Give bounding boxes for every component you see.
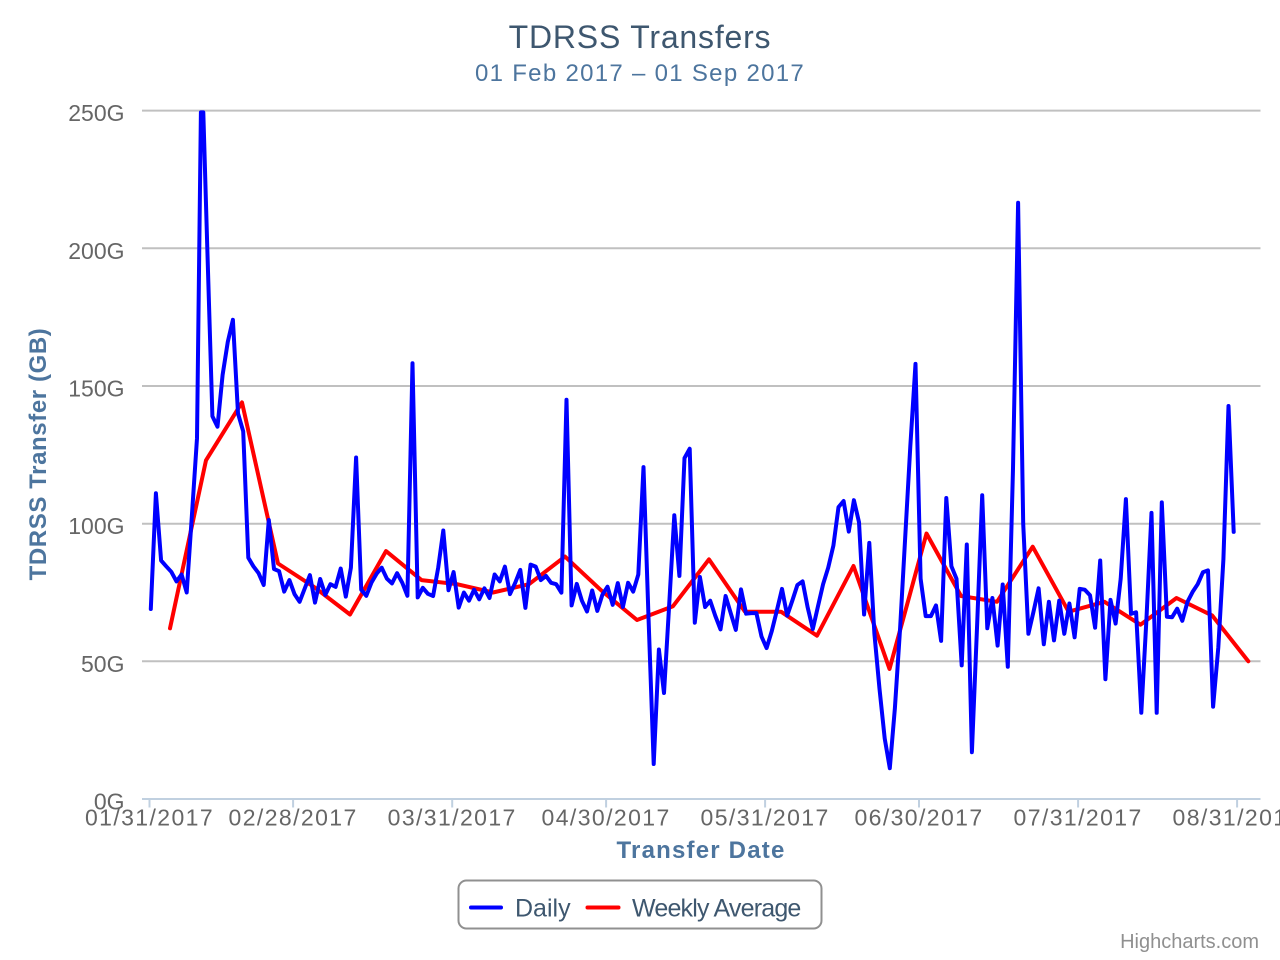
svg-text:06/30/2017: 06/30/2017 bbox=[854, 805, 983, 831]
svg-text:TDRSS Transfers: TDRSS Transfers bbox=[509, 19, 772, 55]
svg-text:Weekly Average: Weekly Average bbox=[632, 895, 801, 923]
svg-text:04/30/2017: 04/30/2017 bbox=[542, 805, 671, 831]
svg-text:02/28/2017: 02/28/2017 bbox=[229, 805, 358, 831]
svg-text:0G: 0G bbox=[94, 789, 125, 815]
svg-text:150G: 150G bbox=[68, 376, 124, 402]
svg-text:01 Feb 2017 – 01 Sep 2017: 01 Feb 2017 – 01 Sep 2017 bbox=[475, 60, 805, 87]
svg-text:03/31/2017: 03/31/2017 bbox=[388, 805, 517, 831]
svg-text:Highcharts.com: Highcharts.com bbox=[1120, 931, 1259, 953]
svg-text:08/31/2017: 08/31/2017 bbox=[1173, 805, 1280, 831]
svg-text:07/31/2017: 07/31/2017 bbox=[1014, 805, 1143, 831]
svg-text:100G: 100G bbox=[68, 513, 124, 539]
svg-text:50G: 50G bbox=[81, 651, 124, 677]
svg-text:01/31/2017: 01/31/2017 bbox=[85, 805, 214, 831]
svg-text:Daily: Daily bbox=[515, 895, 571, 923]
svg-text:200G: 200G bbox=[68, 238, 124, 264]
svg-text:TDRSS Transfer (GB): TDRSS Transfer (GB) bbox=[25, 328, 52, 581]
svg-text:Transfer Date: Transfer Date bbox=[617, 837, 786, 864]
svg-text:05/31/2017: 05/31/2017 bbox=[701, 805, 830, 831]
svg-text:250G: 250G bbox=[68, 100, 124, 126]
